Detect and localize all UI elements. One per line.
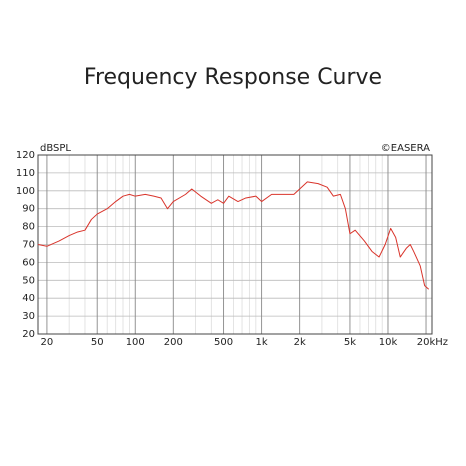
x-unit: Hz [435,337,448,348]
credit: ©EASERA [381,143,430,154]
y-tick-label: 120 [16,150,35,161]
x-tick-label: 10k [379,337,398,348]
y-tick-label: 20 [22,329,35,340]
x-tick-label: 2k [294,337,306,348]
y-axis-label: dBSPL [40,143,71,154]
y-tick-label: 80 [22,222,35,233]
x-tick-label: 500 [214,337,233,348]
y-tick-label: 60 [22,257,35,268]
x-tick-label: 100 [126,337,145,348]
x-tick-label: 5k [344,337,356,348]
y-tick-label: 110 [16,168,35,179]
x-tick-label: 1k [256,337,268,348]
x-tick-label: 50 [91,337,104,348]
chart-title: Frequency Response Curve [84,65,382,90]
y-tick-label: 100 [16,186,35,197]
y-tick-label: 90 [22,204,35,215]
y-tick-label: 30 [22,311,35,322]
y-tick-label: 50 [22,275,35,286]
x-tick-label: 200 [164,337,183,348]
x-tick-label: 20 [41,337,54,348]
response-line [37,181,430,290]
y-tick-label: 40 [22,293,35,304]
x-tick-label: 20k [417,337,436,348]
y-tick-label: 70 [22,240,35,251]
